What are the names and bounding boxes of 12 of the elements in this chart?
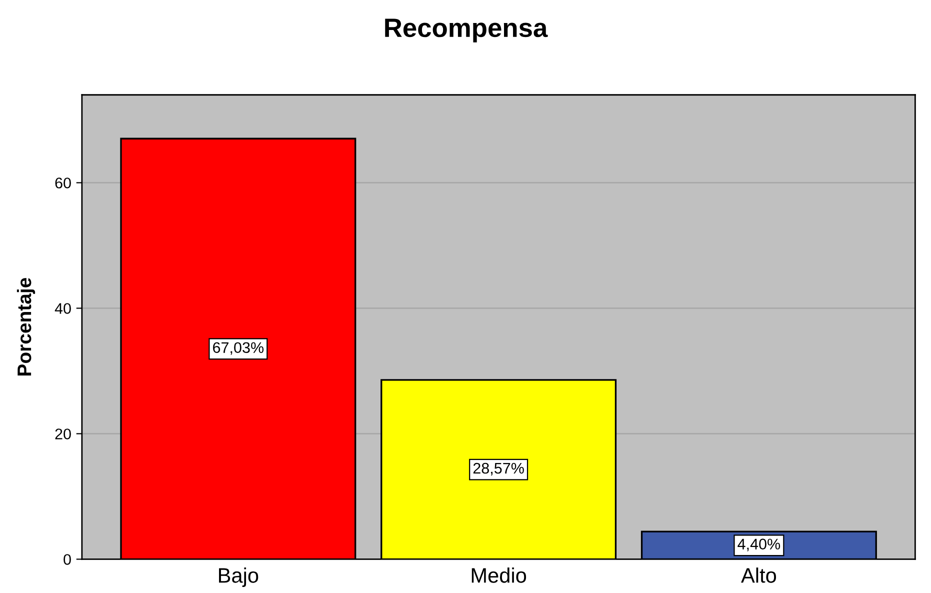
chart-title: Recompensa [385, 18, 548, 42]
y-tick-label: 40 [54, 303, 71, 314]
y-tick-label: 20 [55, 428, 71, 440]
x-tick-label: Alto [741, 568, 776, 583]
x-tick-label: Medio [472, 568, 526, 583]
y-tick-label: 60 [55, 178, 71, 188]
data-label: 4,40% [738, 538, 780, 552]
y-tick-label: 0 [64, 554, 71, 565]
data-label: 67,03% [213, 342, 264, 355]
x-tick-label: Bajo [219, 568, 258, 587]
y-axis-title: Porcentaje [16, 278, 36, 376]
data-label: 28,57% [473, 462, 524, 476]
